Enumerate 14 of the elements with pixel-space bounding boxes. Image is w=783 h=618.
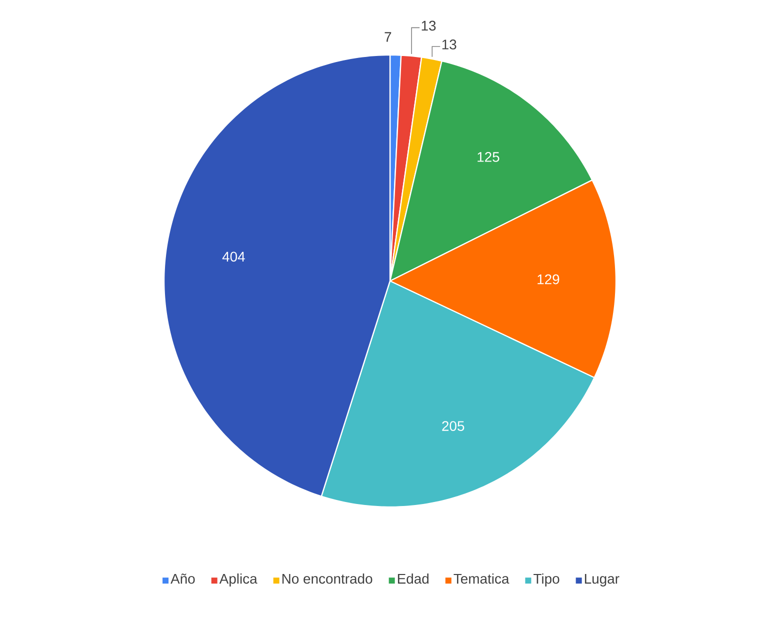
legend-label: Año — [170, 574, 195, 584]
data-label: 13 — [422, 20, 436, 31]
legend-label: No encontrado — [282, 573, 372, 584]
legend-label: Aplica — [219, 573, 258, 586]
legend-label: Tematica — [454, 573, 510, 584]
data-label: 404 — [222, 252, 245, 262]
data-label: 129 — [538, 274, 560, 284]
legend-label: Lugar — [584, 574, 620, 586]
legend-label: Tipo — [534, 573, 560, 586]
legend-label: Edad — [398, 573, 428, 584]
data-label: 7 — [384, 32, 392, 42]
data-label: 13 — [442, 40, 456, 50]
data-label: 125 — [478, 152, 500, 162]
data-label: 205 — [442, 421, 464, 431]
